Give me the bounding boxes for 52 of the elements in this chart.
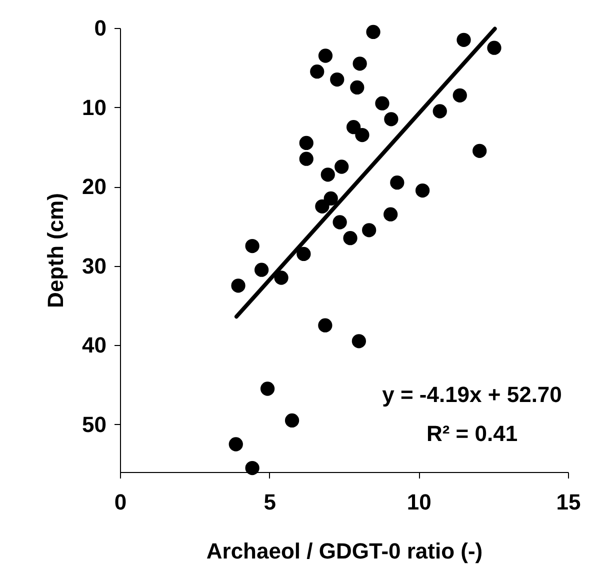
y-tick-label: 30: [82, 253, 106, 278]
point: [390, 176, 404, 190]
annotation: y = -4.19x + 52.70: [382, 382, 562, 407]
point: [231, 278, 246, 293]
point: [362, 223, 376, 238]
point: [274, 270, 288, 285]
point: [487, 40, 502, 55]
point: [352, 56, 367, 71]
point: [343, 231, 358, 246]
point: [384, 207, 398, 222]
point: [415, 183, 430, 198]
point: [318, 318, 332, 332]
point: [456, 32, 471, 47]
point: [320, 168, 335, 182]
point: [245, 460, 260, 476]
point: [330, 72, 344, 87]
y-tick-label: 10: [82, 94, 106, 120]
point: [296, 246, 311, 262]
point: [318, 48, 333, 63]
point: [315, 199, 330, 214]
point: [355, 128, 370, 142]
point: [228, 437, 243, 452]
point: [332, 215, 347, 230]
point: [284, 413, 300, 428]
point: [352, 334, 366, 348]
point: [366, 24, 380, 40]
x-tick-label: 15: [556, 490, 581, 514]
point: [260, 382, 275, 396]
point: [346, 120, 361, 134]
x-axis-title: Archaeol / GDGT-0 ratio (-): [206, 538, 483, 564]
point: [350, 80, 364, 95]
point: [245, 238, 260, 254]
point: [334, 160, 349, 174]
x-tick-label: 10: [406, 490, 432, 514]
y-axis-title: Depth (cm): [43, 193, 68, 308]
point: [472, 144, 487, 158]
y-tick-label: 50: [82, 412, 106, 437]
y-tick-label: 40: [82, 332, 106, 358]
y-tick-label: 20: [82, 174, 106, 200]
x-tick-label: 5: [264, 490, 276, 514]
point: [299, 136, 314, 150]
point: [324, 191, 338, 206]
point: [375, 96, 390, 110]
point: [299, 152, 314, 166]
point: [254, 262, 269, 277]
y-tick-label: 0: [94, 16, 106, 40]
point: [384, 112, 398, 126]
annotation: R² = 0.41: [426, 421, 518, 446]
point: [310, 64, 324, 79]
point: [452, 88, 467, 102]
point: [432, 104, 447, 118]
x-tick-label: 0: [114, 490, 127, 514]
